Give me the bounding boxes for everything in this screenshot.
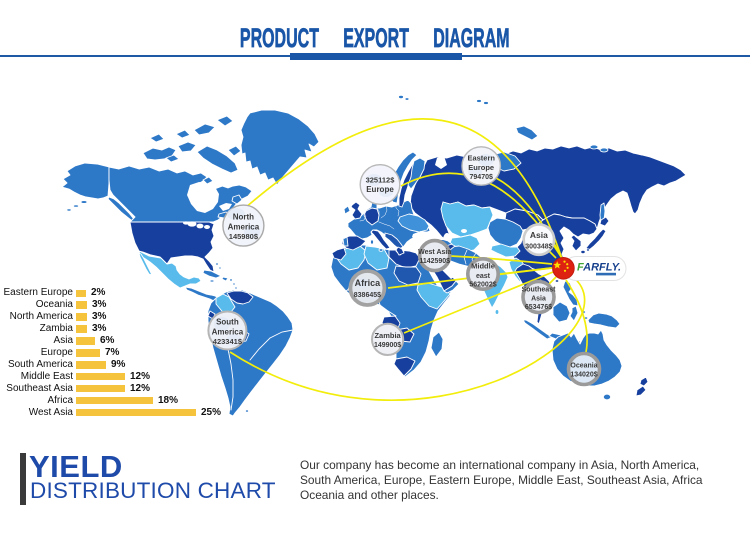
svg-text:Asia: Asia — [530, 230, 548, 240]
svg-text:FARFLY.: FARFLY. — [577, 262, 621, 274]
svg-text:Europe: Europe — [468, 163, 494, 172]
svg-text:Southeast: Southeast — [522, 287, 557, 294]
svg-text:653476$: 653476$ — [525, 304, 552, 311]
svg-text:Asia: Asia — [531, 295, 546, 302]
svg-text:east: east — [476, 273, 491, 280]
svg-text:Oceania: Oceania — [570, 363, 597, 370]
svg-text:838645$: 838645$ — [354, 292, 381, 299]
svg-text:149900$: 149900$ — [374, 342, 401, 349]
svg-text:West Asia: West Asia — [418, 249, 451, 256]
svg-text:134020$: 134020$ — [570, 371, 597, 378]
svg-text:Middle: Middle — [471, 262, 495, 271]
svg-text:300348$: 300348$ — [525, 243, 552, 250]
svg-text:423341$: 423341$ — [213, 337, 243, 346]
svg-text:America: America — [212, 327, 244, 336]
svg-text:1142590$: 1142590$ — [419, 258, 450, 265]
svg-text:Africa: Africa — [355, 278, 382, 288]
svg-text:562002$: 562002$ — [469, 282, 496, 289]
svg-text:America: America — [228, 222, 260, 231]
svg-text:325112$: 325112$ — [366, 176, 396, 185]
svg-text:79470$: 79470$ — [470, 174, 493, 181]
svg-text:Zambia: Zambia — [374, 331, 401, 340]
svg-text:Europe: Europe — [366, 185, 394, 194]
svg-text:South: South — [216, 318, 239, 327]
svg-text:145980$: 145980$ — [229, 232, 259, 241]
svg-text:North: North — [233, 213, 254, 222]
svg-text:Eastern: Eastern — [467, 154, 495, 163]
